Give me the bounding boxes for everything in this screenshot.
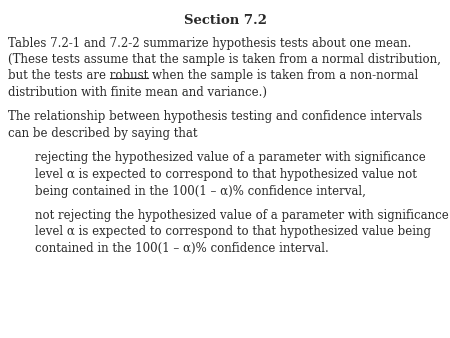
Text: level α is expected to correspond to that hypothesized value being: level α is expected to correspond to tha… xyxy=(35,225,431,239)
Text: being contained in the 100(1 – α)% confidence interval,: being contained in the 100(1 – α)% confi… xyxy=(35,185,366,197)
Text: can be described by saying that: can be described by saying that xyxy=(8,127,198,140)
Text: contained in the 100(1 – α)% confidence interval.: contained in the 100(1 – α)% confidence … xyxy=(35,242,329,255)
Text: rejecting the hypothesized value of a parameter with significance: rejecting the hypothesized value of a pa… xyxy=(35,151,426,165)
Text: The relationship between hypothesis testing and confidence intervals: The relationship between hypothesis test… xyxy=(8,111,422,123)
Text: Section 7.2: Section 7.2 xyxy=(184,14,266,27)
Text: level α is expected to correspond to that hypothesized value not: level α is expected to correspond to tha… xyxy=(35,168,417,181)
Text: but the tests are robust when the sample is taken from a non-normal: but the tests are robust when the sample… xyxy=(8,70,418,82)
Text: (These tests assume that the sample is taken from a normal distribution,: (These tests assume that the sample is t… xyxy=(8,53,441,66)
Text: Tables 7.2-1 and 7.2-2 summarize hypothesis tests about one mean.: Tables 7.2-1 and 7.2-2 summarize hypothe… xyxy=(8,37,411,49)
Text: distribution with finite mean and variance.): distribution with finite mean and varian… xyxy=(8,86,267,99)
Text: not rejecting the hypothesized value of a parameter with significance: not rejecting the hypothesized value of … xyxy=(35,209,449,222)
